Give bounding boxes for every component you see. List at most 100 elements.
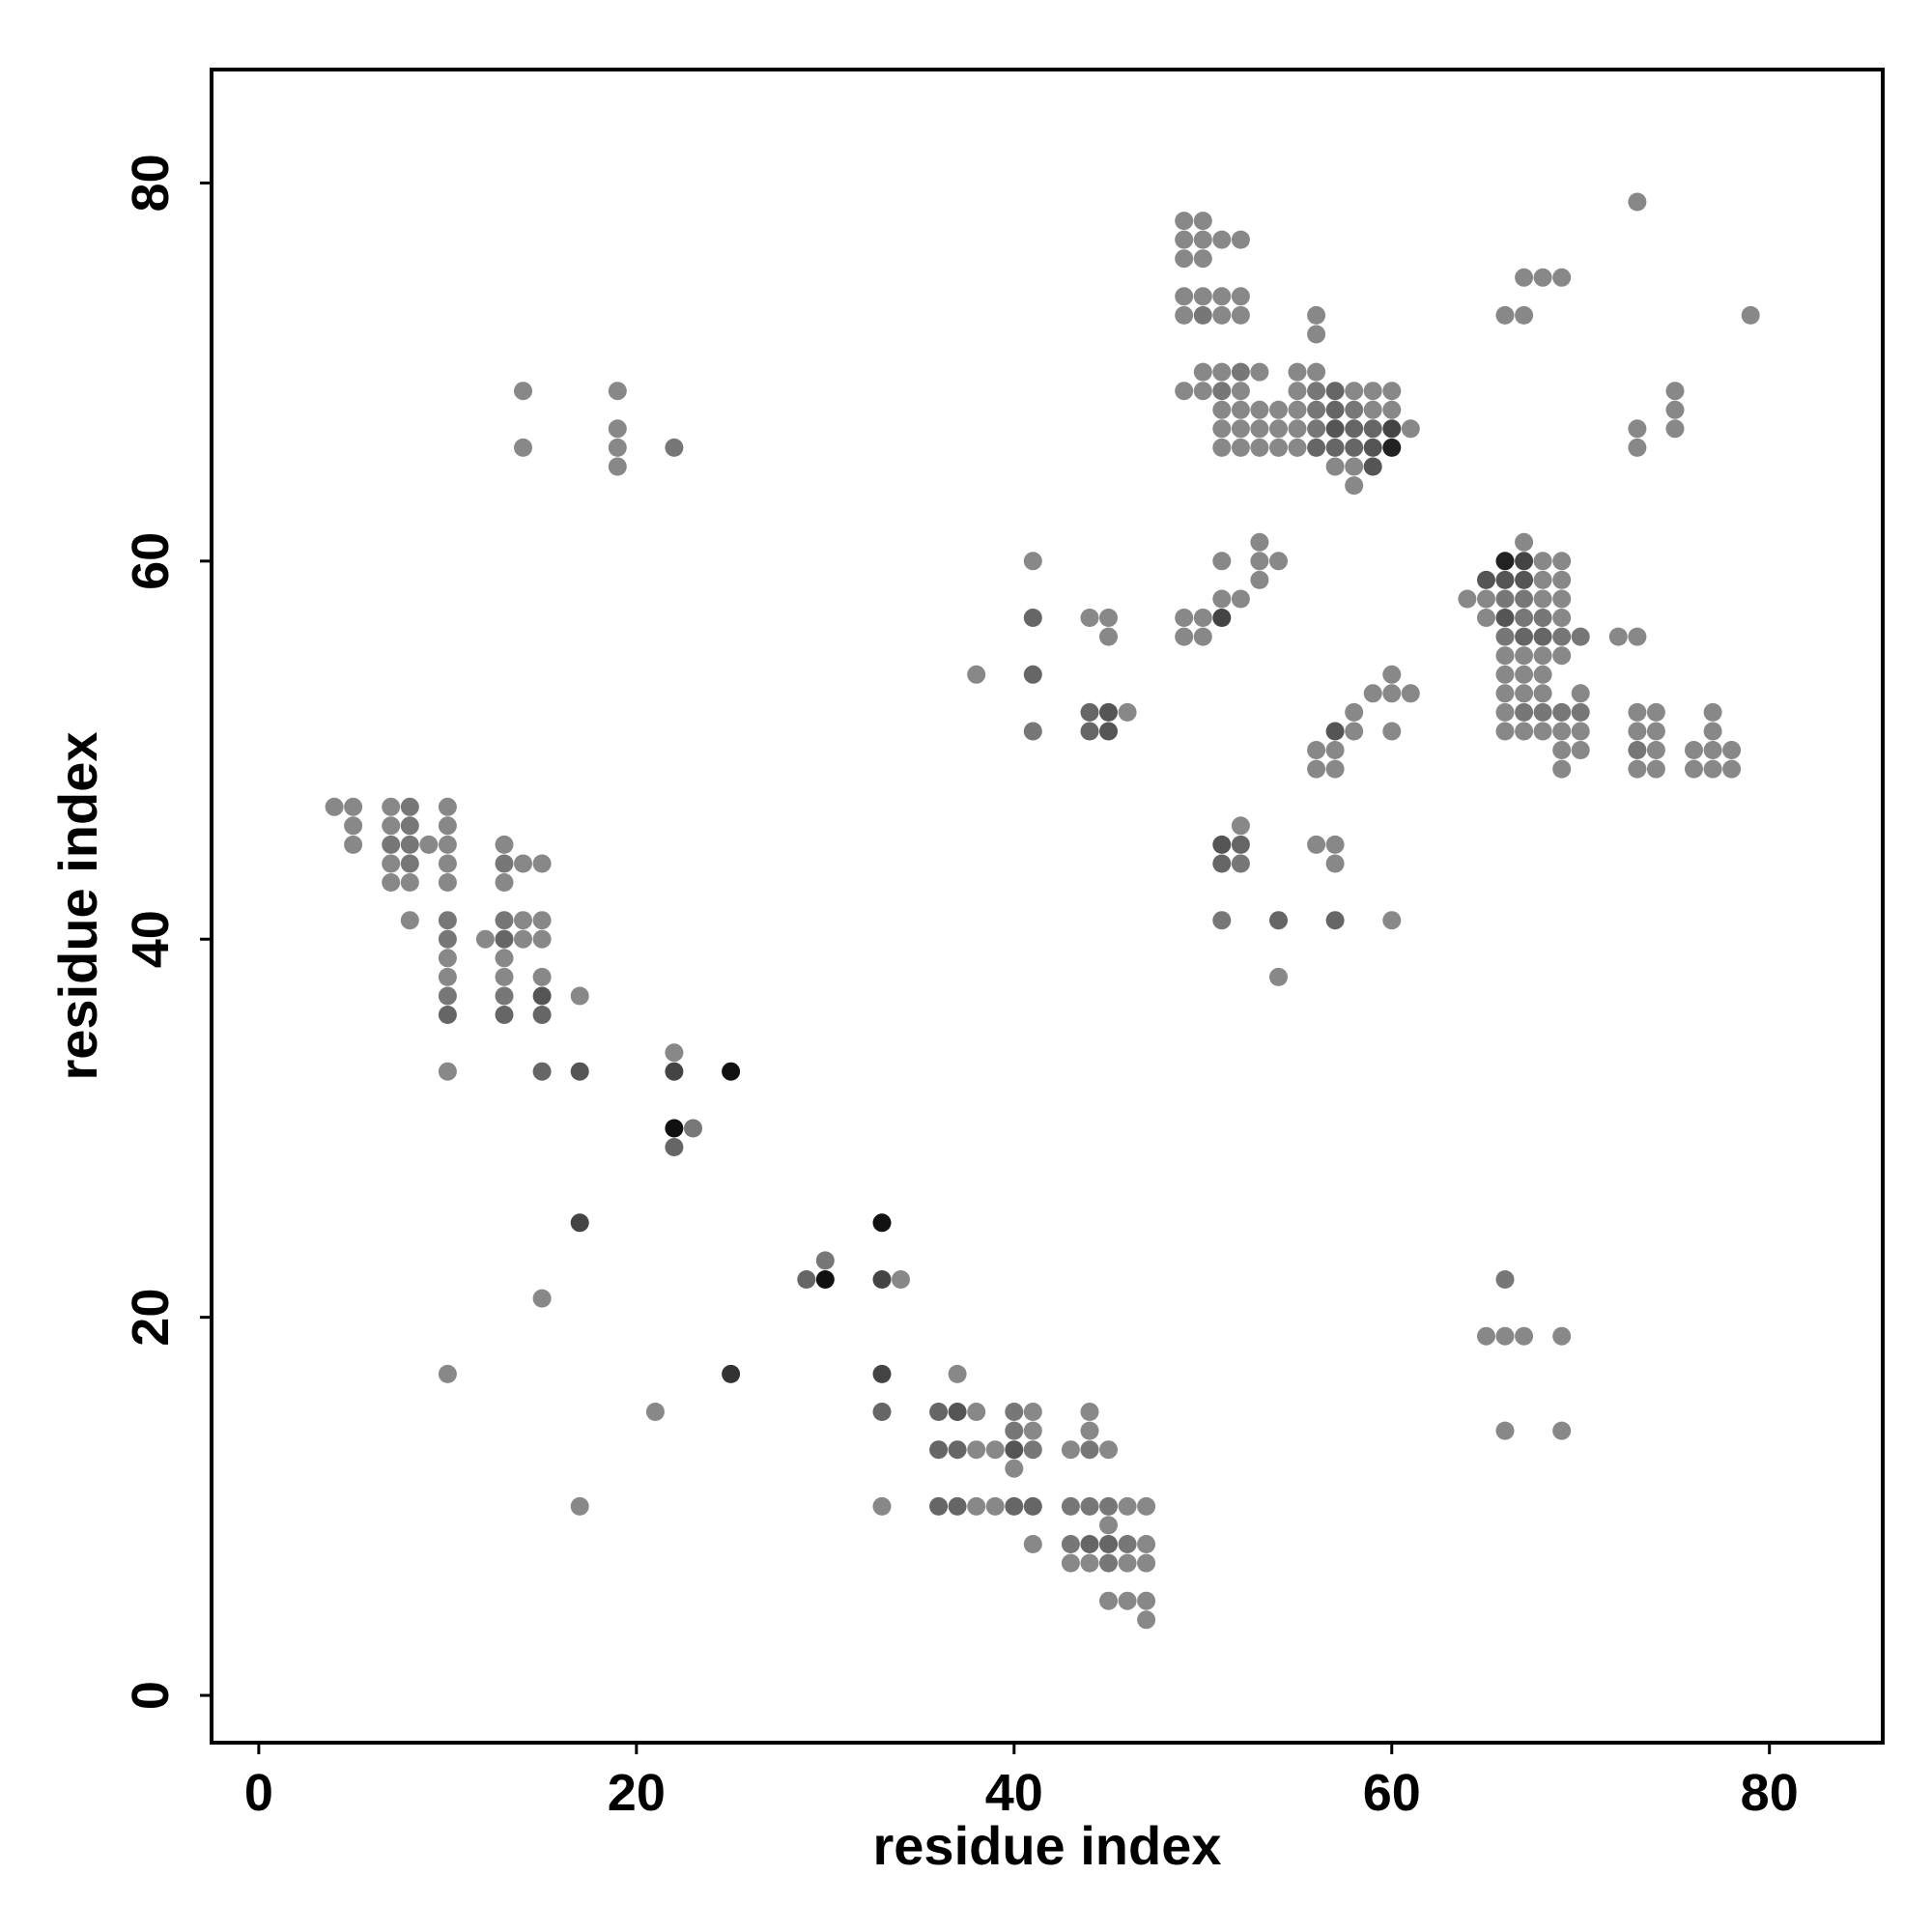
data-point <box>1665 419 1685 439</box>
data-point <box>1552 627 1572 646</box>
data-point <box>1345 382 1364 401</box>
data-point <box>1193 362 1212 382</box>
x-axis: 0 20 40 60 80 <box>244 1743 1799 1822</box>
data-point <box>1325 722 1345 741</box>
data-point <box>438 949 457 968</box>
data-point <box>1646 759 1665 779</box>
data-point <box>1382 438 1402 457</box>
data-point <box>665 438 684 457</box>
data-point <box>1628 192 1647 212</box>
data-point <box>1212 438 1232 457</box>
data-point <box>382 873 401 892</box>
data-point <box>1533 552 1552 571</box>
data-point <box>438 929 457 949</box>
data-point <box>1175 212 1194 231</box>
data-point <box>1212 911 1232 930</box>
data-point <box>608 457 627 476</box>
data-point <box>1515 268 1534 287</box>
data-point <box>1307 382 1326 401</box>
data-point <box>1099 1591 1118 1610</box>
data-point <box>684 1119 702 1138</box>
data-point <box>1533 570 1552 589</box>
data-point <box>872 1496 892 1516</box>
data-point <box>948 1403 967 1421</box>
data-point <box>514 438 532 457</box>
data-point <box>382 797 401 816</box>
data-point <box>1345 476 1364 496</box>
data-point <box>1477 609 1495 627</box>
data-point <box>722 1364 741 1383</box>
data-point <box>382 816 401 836</box>
data-point <box>1382 419 1402 439</box>
data-point <box>1345 438 1364 457</box>
data-point <box>1231 305 1250 325</box>
data-point <box>1628 419 1647 439</box>
data-point <box>1023 609 1042 627</box>
data-point <box>1552 702 1572 722</box>
data-point <box>438 1006 457 1024</box>
data-point <box>438 816 457 836</box>
data-point <box>1515 1326 1534 1346</box>
data-point <box>1193 230 1212 249</box>
data-point <box>1646 702 1665 722</box>
data-point <box>570 1213 589 1233</box>
data-point <box>1250 532 1269 552</box>
data-point <box>1325 400 1345 419</box>
data-point <box>948 1496 967 1516</box>
data-point <box>1118 1496 1137 1516</box>
data-point <box>1023 1403 1042 1421</box>
data-point <box>495 949 514 968</box>
data-point <box>1005 1496 1024 1516</box>
data-point <box>1571 741 1590 759</box>
x-tick-label: 0 <box>244 1764 273 1822</box>
data-point <box>1533 722 1552 741</box>
data-point <box>1552 268 1572 287</box>
data-point <box>1118 1535 1137 1553</box>
data-point <box>1269 552 1288 571</box>
data-point <box>608 438 627 457</box>
data-point <box>514 854 532 873</box>
data-point <box>532 1006 552 1024</box>
data-point <box>344 835 363 854</box>
data-point <box>1231 230 1250 249</box>
data-point <box>1703 741 1722 759</box>
data-point <box>1533 609 1552 627</box>
data-point <box>1495 1270 1515 1289</box>
data-point <box>495 854 514 873</box>
data-point <box>892 1270 910 1289</box>
data-point <box>495 873 514 892</box>
data-point <box>438 1364 457 1383</box>
data-point <box>1325 759 1345 779</box>
data-point <box>1515 722 1534 741</box>
data-point <box>1665 382 1685 401</box>
data-point <box>1269 438 1288 457</box>
data-point <box>797 1270 816 1289</box>
data-point <box>1250 438 1269 457</box>
data-point <box>1307 400 1326 419</box>
x-tick-label: 60 <box>1363 1764 1421 1822</box>
data-point <box>1212 362 1232 382</box>
data-point <box>1628 627 1647 646</box>
data-point <box>1552 1421 1572 1440</box>
data-point <box>1703 702 1722 722</box>
data-point <box>1118 702 1137 722</box>
data-point <box>1269 400 1288 419</box>
data-point <box>1363 457 1382 476</box>
data-point <box>1212 854 1232 873</box>
x-tick-label: 20 <box>608 1764 666 1822</box>
data-point <box>1212 609 1232 627</box>
data-point <box>1703 759 1722 779</box>
data-point <box>382 835 401 854</box>
data-point <box>1325 911 1345 930</box>
data-point <box>1250 400 1269 419</box>
data-point <box>1345 419 1364 439</box>
data-point <box>1080 1421 1099 1440</box>
data-point <box>1325 382 1345 401</box>
data-point <box>1080 1496 1099 1516</box>
data-point <box>1477 1326 1495 1346</box>
y-tick-label: 40 <box>122 910 180 968</box>
data-point <box>400 816 419 836</box>
data-point <box>1307 741 1326 759</box>
data-point <box>1250 552 1269 571</box>
data-point <box>1175 627 1194 646</box>
